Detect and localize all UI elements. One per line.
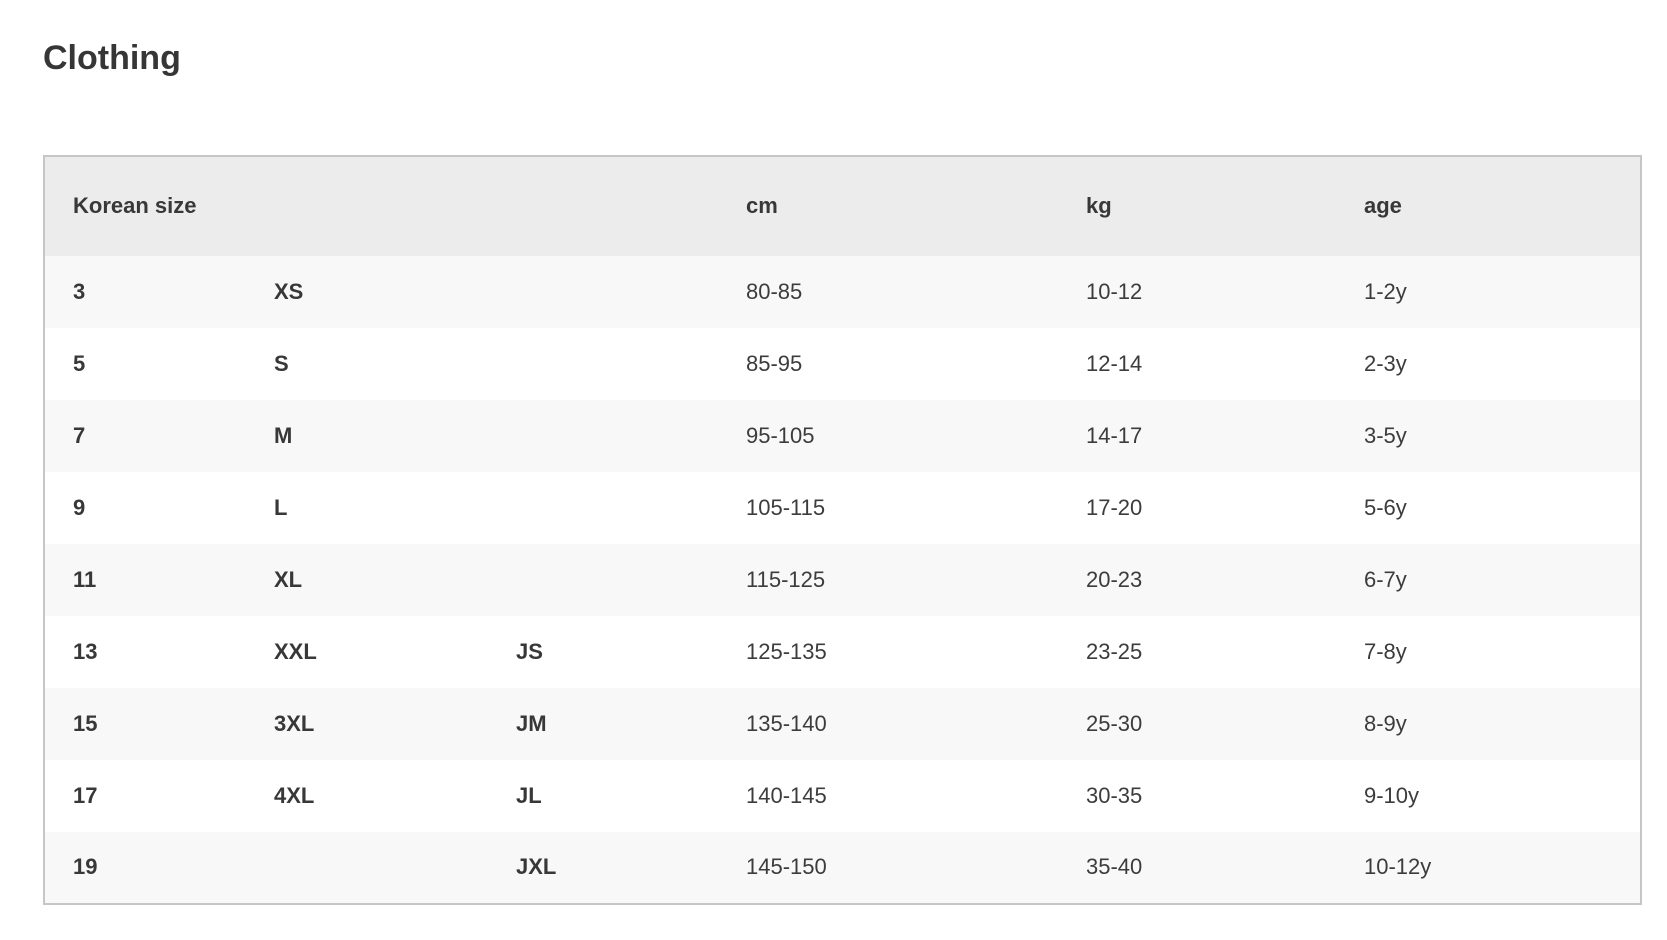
table-row: 3 XS 80-85 10-12 1-2y bbox=[44, 255, 1641, 328]
table-row: 13 XXL JS 125-135 23-25 7-8y bbox=[44, 615, 1641, 688]
cell-size-letter: 4XL bbox=[274, 782, 315, 808]
cell-size-letter bbox=[246, 832, 488, 904]
cell-cm: 105-115 bbox=[746, 494, 826, 520]
cell-size-letter: XXL bbox=[274, 638, 317, 664]
cell-size-letter: XS bbox=[274, 278, 304, 304]
cell-size-junior bbox=[488, 544, 718, 616]
cell-cm: 115-125 bbox=[746, 566, 826, 592]
page-title: Clothing bbox=[43, 39, 181, 77]
cell-kg: 35-40 bbox=[1086, 854, 1143, 880]
table-row: 15 3XL JM 135-140 25-30 8-9y bbox=[44, 687, 1641, 760]
cell-cm: 95-105 bbox=[746, 422, 815, 448]
header-age: age bbox=[1364, 193, 1402, 219]
header-size-junior bbox=[488, 156, 718, 256]
cell-size-junior: JXL bbox=[516, 854, 557, 880]
cell-kg: 12-14 bbox=[1086, 350, 1143, 376]
cell-size-letter: S bbox=[274, 350, 289, 376]
clothing-size-table: Korean size cm kg age 3 XS 80-85 10-12 1… bbox=[43, 154, 1642, 905]
cell-size-junior: JM bbox=[516, 710, 547, 736]
cell-kg: 17-20 bbox=[1086, 494, 1143, 520]
table-row: 17 4XL JL 140-145 30-35 9-10y bbox=[44, 759, 1641, 832]
cell-size-letter: XL bbox=[274, 566, 303, 592]
cell-kg: 25-30 bbox=[1086, 710, 1143, 736]
cell-kg: 30-35 bbox=[1086, 782, 1143, 808]
cell-korean-size: 13 bbox=[73, 638, 98, 664]
table-header-row: Korean size cm kg age bbox=[44, 155, 1641, 256]
cell-age: 5-6y bbox=[1364, 494, 1407, 520]
cell-cm: 125-135 bbox=[746, 638, 827, 664]
cell-korean-size: 9 bbox=[73, 494, 86, 520]
cell-size-junior bbox=[488, 400, 718, 472]
cell-size-junior bbox=[488, 256, 718, 328]
cell-age: 3-5y bbox=[1364, 422, 1407, 448]
cell-size-junior: JS bbox=[516, 638, 543, 664]
cell-kg: 14-17 bbox=[1086, 422, 1143, 448]
table-row: 9 L 105-115 17-20 5-6y bbox=[44, 471, 1641, 544]
cell-cm: 140-145 bbox=[746, 782, 827, 808]
cell-cm: 80-85 bbox=[746, 278, 803, 304]
cell-korean-size: 15 bbox=[73, 710, 98, 736]
cell-age: 9-10y bbox=[1364, 782, 1420, 808]
table-row: 19 JXL 145-150 35-40 10-12y bbox=[44, 831, 1641, 904]
header-cm: cm bbox=[746, 193, 778, 219]
cell-age: 1-2y bbox=[1364, 278, 1407, 304]
cell-korean-size: 7 bbox=[73, 422, 86, 448]
header-size-letter bbox=[246, 156, 488, 256]
cell-size-junior bbox=[488, 328, 718, 400]
cell-size-junior bbox=[488, 472, 718, 544]
cell-size-junior: JL bbox=[516, 782, 542, 808]
cell-age: 8-9y bbox=[1364, 710, 1407, 736]
cell-cm: 135-140 bbox=[746, 710, 827, 736]
table-body: 3 XS 80-85 10-12 1-2y 5 S 85-95 12-14 2-… bbox=[44, 255, 1641, 904]
table-row: 11 XL 115-125 20-23 6-7y bbox=[44, 543, 1641, 616]
cell-kg: 23-25 bbox=[1086, 638, 1143, 664]
cell-age: 6-7y bbox=[1364, 566, 1407, 592]
table-row: 7 M 95-105 14-17 3-5y bbox=[44, 399, 1641, 472]
cell-korean-size: 11 bbox=[73, 566, 97, 592]
cell-size-letter: 3XL bbox=[274, 710, 315, 736]
table-row: 5 S 85-95 12-14 2-3y bbox=[44, 327, 1641, 400]
cell-age: 10-12y bbox=[1364, 854, 1432, 880]
cell-korean-size: 19 bbox=[73, 854, 98, 880]
cell-size-letter: L bbox=[274, 494, 288, 520]
cell-age: 7-8y bbox=[1364, 638, 1407, 664]
cell-cm: 85-95 bbox=[746, 350, 803, 376]
table-head: Korean size cm kg age bbox=[44, 155, 1641, 256]
cell-cm: 145-150 bbox=[746, 854, 827, 880]
cell-korean-size: 5 bbox=[73, 350, 86, 376]
cell-kg: 20-23 bbox=[1086, 566, 1143, 592]
header-korean-size: Korean size bbox=[73, 193, 197, 219]
cell-size-letter: M bbox=[274, 422, 293, 448]
cell-korean-size: 3 bbox=[73, 278, 86, 304]
header-kg: kg bbox=[1086, 193, 1112, 219]
cell-age: 2-3y bbox=[1364, 350, 1407, 376]
cell-korean-size: 17 bbox=[73, 782, 98, 808]
cell-kg: 10-12 bbox=[1086, 278, 1143, 304]
